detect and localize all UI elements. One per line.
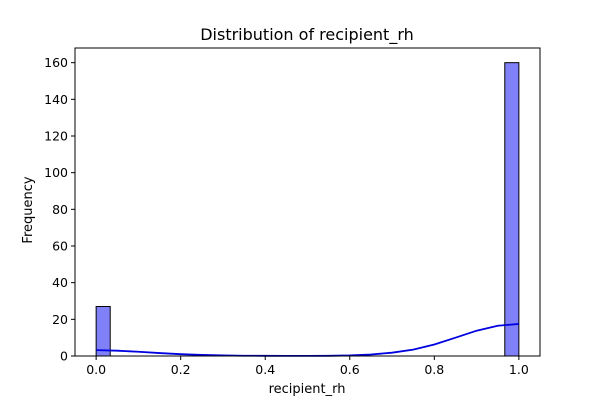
y-axis-ticks: 0 20 40 60 80 100 120 140 160 — [44, 55, 75, 364]
y-tick-label: 0 — [60, 349, 68, 364]
x-tick-label: 0.8 — [424, 362, 444, 377]
x-tick-label: 0.2 — [171, 362, 191, 377]
bars-group — [95, 62, 520, 357]
plot-frame — [74, 47, 541, 357]
y-tick-label: 80 — [52, 202, 68, 217]
kde-group — [96, 323, 519, 357]
y-tick-label: 140 — [44, 92, 68, 107]
y-tick-label: 40 — [52, 275, 68, 290]
y-tick-label: 60 — [52, 239, 68, 254]
y-tick-label: 100 — [44, 165, 68, 180]
x-tick-label: 0.0 — [86, 362, 106, 377]
kde-line — [96, 323, 519, 357]
histogram-bar-0 — [95, 306, 111, 357]
histogram-bar-1 — [504, 62, 520, 357]
x-axis-ticks: 0.0 0.2 0.4 0.6 0.8 1.0 — [86, 356, 529, 377]
y-tick-label: 20 — [52, 312, 68, 327]
chart-title: Distribution of recipient_rh — [200, 25, 414, 45]
y-tick-label: 120 — [44, 129, 68, 144]
y-tick-label: 160 — [44, 55, 68, 70]
x-tick-label: 0.6 — [340, 362, 360, 377]
y-axis-label: Frequency — [21, 176, 36, 243]
x-tick-label: 1.0 — [509, 362, 529, 377]
x-axis-label: recipient_rh — [269, 382, 346, 397]
x-tick-label: 0.4 — [255, 362, 275, 377]
